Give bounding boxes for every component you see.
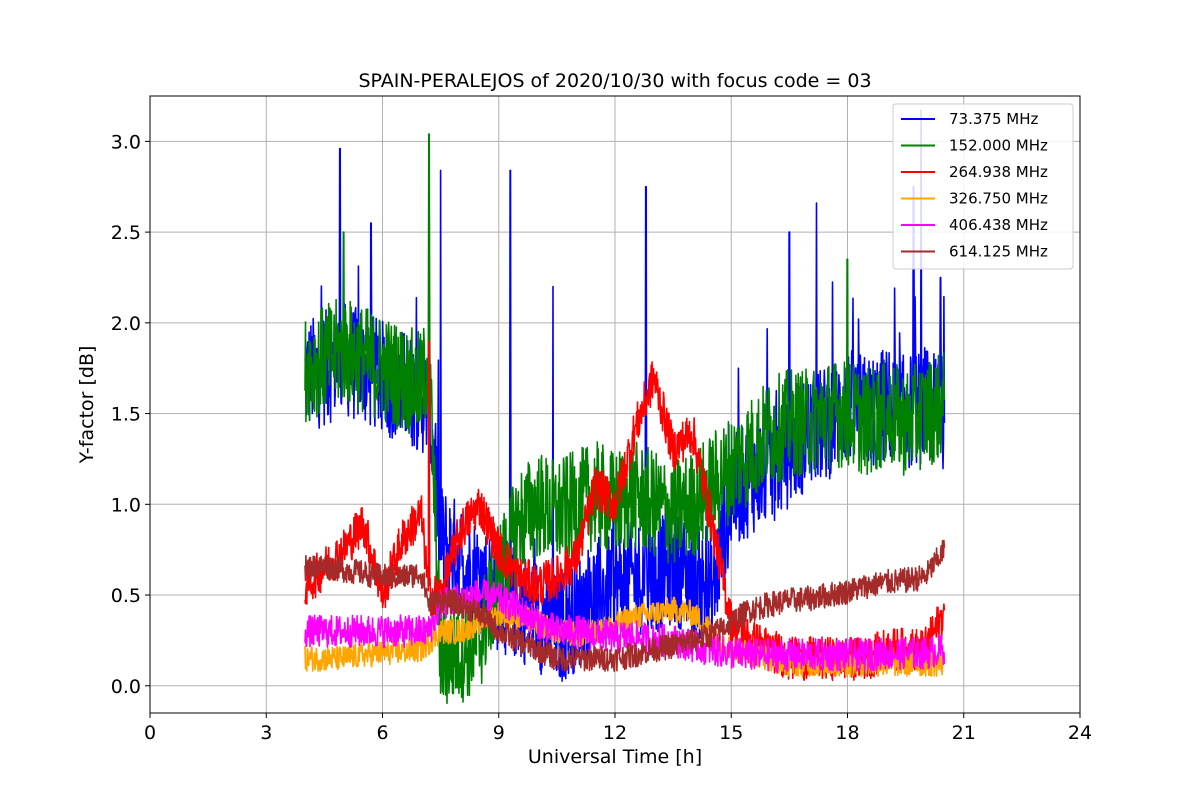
x-tick-label: 9: [493, 722, 505, 744]
legend-label: 406.438 MHz: [949, 216, 1048, 234]
plot-series-group: [304, 109, 946, 705]
y-tick-label: 2.5: [111, 222, 141, 244]
y-tick-label: 2.0: [111, 313, 141, 335]
legend-label: 73.375 MHz: [949, 110, 1038, 128]
legend: 73.375 MHz 152.000 MHz 264.938 MHz 326.750 …: [892, 103, 1074, 270]
series-line: [304, 539, 946, 672]
x-tick-label: 15: [719, 722, 743, 744]
x-tick-label: 0: [144, 722, 156, 744]
y-axis-label: Y-factor [dB]: [76, 346, 98, 465]
y-tick-label: 3.0: [111, 131, 141, 153]
series-line: [304, 133, 946, 705]
x-axis-label: Universal Time [h]: [528, 746, 702, 768]
legend-label: 264.938 MHz: [949, 163, 1048, 181]
legend-label: 326.750 MHz: [949, 190, 1048, 208]
x-tick-label: 3: [260, 722, 272, 744]
x-tick-label: 12: [603, 722, 627, 744]
y-tick-label: 1.5: [111, 404, 141, 426]
series-line: [304, 578, 946, 672]
y-tick-label: 1.0: [111, 494, 141, 516]
x-axis-ticks: 0 3 6 9 12 15 18 21 24: [144, 713, 1092, 744]
legend-box: [892, 103, 1074, 270]
x-tick-label: 24: [1068, 722, 1092, 744]
x-tick-label: 21: [952, 722, 976, 744]
legend-label: 152.000 MHz: [949, 137, 1048, 155]
chart-title: SPAIN-PERALEJOS of 2020/10/30 with focus…: [358, 70, 871, 92]
y-axis-ticks: 0.0 0.5 1.0 1.5 2.0 2.5 3.0: [111, 131, 150, 698]
legend-label: 614.125 MHz: [949, 243, 1048, 261]
y-tick-label: 0.5: [111, 585, 141, 607]
x-tick-label: 6: [376, 722, 388, 744]
x-tick-label: 18: [835, 722, 859, 744]
y-tick-label: 0.0: [111, 676, 141, 698]
